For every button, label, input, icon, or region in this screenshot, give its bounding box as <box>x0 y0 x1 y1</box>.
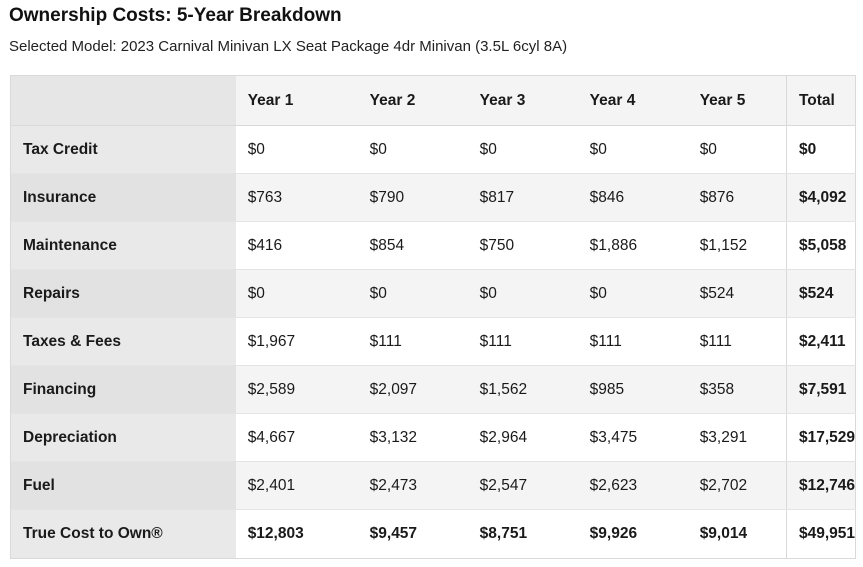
cell-year-1: $0 <box>235 269 358 318</box>
cell-year-3: $2,547 <box>467 461 578 510</box>
cell-year-5: $9,014 <box>687 509 787 559</box>
row-label: Repairs <box>10 269 236 318</box>
cell-total: $5,058 <box>785 221 856 270</box>
table-row: Tax Credit $0 $0 $0 $0 $0 $0 <box>10 125 856 174</box>
cell-year-5: $3,291 <box>687 413 787 462</box>
header-year-1: Year 1 <box>235 75 358 126</box>
table-row: True Cost to Own® $12,803 $9,457 $8,751 $9,9… <box>10 509 856 559</box>
row-label: Depreciation <box>10 413 236 462</box>
selected-model-subtitle: Selected Model: 2023 Carnival Minivan LX… <box>9 38 568 55</box>
header-year-5: Year 5 <box>687 75 787 126</box>
cell-year-2: $0 <box>357 269 468 318</box>
cell-total: $524 <box>785 269 856 318</box>
header-total: Total <box>785 75 856 126</box>
row-label: Tax Credit <box>10 125 236 174</box>
cell-year-5: $358 <box>687 365 787 414</box>
row-label: Insurance <box>10 173 236 222</box>
cell-year-3: $2,964 <box>467 413 578 462</box>
cell-year-1: $1,967 <box>235 317 358 366</box>
cell-year-5: $0 <box>687 125 787 174</box>
cell-total: $7,591 <box>785 365 856 414</box>
row-label: Fuel <box>10 461 236 510</box>
table-row: Insurance $763 $790 $817 $846 $876 $4,092 <box>10 173 856 222</box>
cell-year-2: $2,097 <box>357 365 468 414</box>
cell-year-1: $416 <box>235 221 358 270</box>
cell-year-3: $8,751 <box>467 509 578 559</box>
cell-year-5: $111 <box>687 317 787 366</box>
row-label: Maintenance <box>10 221 236 270</box>
cell-year-4: $846 <box>577 173 688 222</box>
table-row: Fuel $2,401 $2,473 $2,547 $2,623 $2,702 $12,74… <box>10 461 856 510</box>
cell-year-4: $1,886 <box>577 221 688 270</box>
cell-year-4: $0 <box>577 125 688 174</box>
header-year-3: Year 3 <box>467 75 578 126</box>
cell-year-2: $0 <box>357 125 468 174</box>
cell-year-4: $111 <box>577 317 688 366</box>
cell-year-5: $524 <box>687 269 787 318</box>
row-label: True Cost to Own® <box>10 509 236 559</box>
cell-year-3: $1,562 <box>467 365 578 414</box>
row-label: Taxes & Fees <box>10 317 236 366</box>
cell-year-4: $3,475 <box>577 413 688 462</box>
cell-year-2: $3,132 <box>357 413 468 462</box>
cell-year-1: $4,667 <box>235 413 358 462</box>
cell-year-3: $0 <box>467 125 578 174</box>
cell-total: $4,092 <box>785 173 856 222</box>
table-row: Repairs $0 $0 $0 $0 $524 $524 <box>10 269 856 318</box>
cell-year-2: $854 <box>357 221 468 270</box>
ownership-cost-table: Year 1 Year 2 Year 3 Year 4 Year 5 Total… <box>10 75 856 559</box>
table-row: Maintenance $416 $854 $750 $1,886 $1,152 $5,05… <box>10 221 856 270</box>
cell-total: $49,951 <box>785 509 856 559</box>
cell-total: $12,746 <box>785 461 856 510</box>
row-label: Financing <box>10 365 236 414</box>
cell-year-2: $111 <box>357 317 468 366</box>
cell-year-2: $9,457 <box>357 509 468 559</box>
cell-year-5: $2,702 <box>687 461 787 510</box>
cell-year-4: $985 <box>577 365 688 414</box>
cell-year-3: $750 <box>467 221 578 270</box>
cell-year-2: $2,473 <box>357 461 468 510</box>
cell-year-3: $0 <box>467 269 578 318</box>
cell-year-2: $790 <box>357 173 468 222</box>
table-row: Taxes & Fees $1,967 $111 $111 $111 $111 $2,411 <box>10 317 856 366</box>
cell-year-1: $0 <box>235 125 358 174</box>
table-row: Depreciation $4,667 $3,132 $2,964 $3,475 $3,2… <box>10 413 856 462</box>
cell-year-1: $2,401 <box>235 461 358 510</box>
header-corner <box>10 75 236 126</box>
cell-year-4: $2,623 <box>577 461 688 510</box>
cell-year-5: $876 <box>687 173 787 222</box>
cell-total: $0 <box>785 125 856 174</box>
table-row: Financing $2,589 $2,097 $1,562 $985 $358 $7,59… <box>10 365 856 414</box>
page-title: Ownership Costs: 5-Year Breakdown <box>9 5 342 26</box>
cell-year-3: $111 <box>467 317 578 366</box>
cell-year-1: $12,803 <box>235 509 358 559</box>
cell-year-5: $1,152 <box>687 221 787 270</box>
table-header-row: Year 1 Year 2 Year 3 Year 4 Year 5 Total <box>10 75 856 126</box>
cell-year-1: $2,589 <box>235 365 358 414</box>
cell-year-4: $9,926 <box>577 509 688 559</box>
cell-year-4: $0 <box>577 269 688 318</box>
header-year-2: Year 2 <box>357 75 468 126</box>
cell-total: $2,411 <box>785 317 856 366</box>
cell-total: $17,529 <box>785 413 856 462</box>
cell-year-3: $817 <box>467 173 578 222</box>
cell-year-1: $763 <box>235 173 358 222</box>
header-year-4: Year 4 <box>577 75 688 126</box>
